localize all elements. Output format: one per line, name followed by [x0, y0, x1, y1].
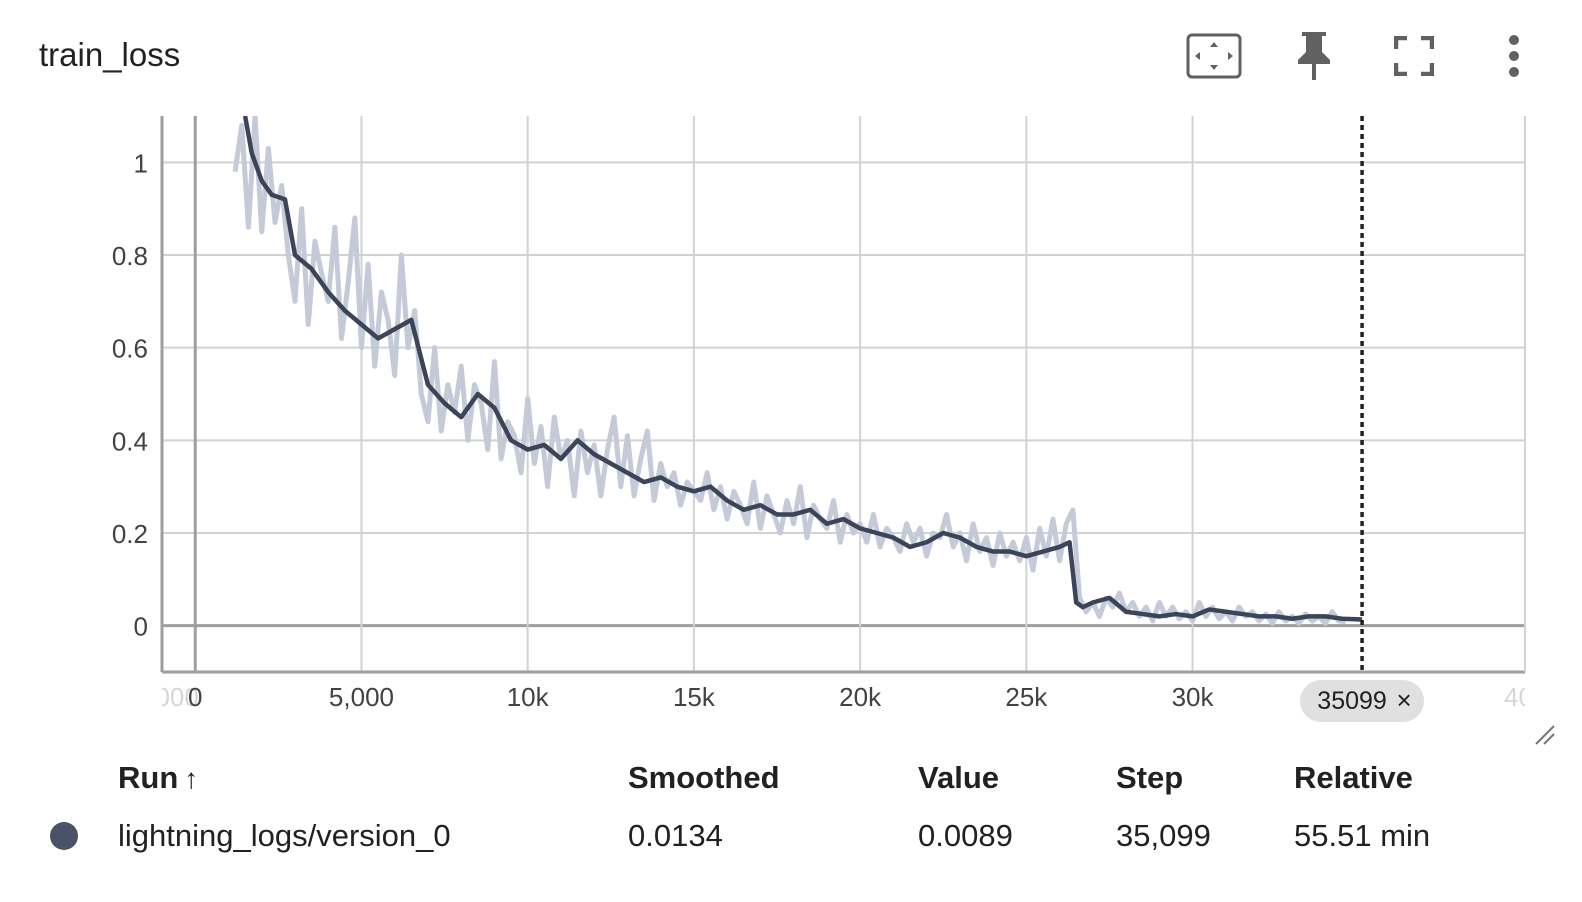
x-tick-label: 10k	[507, 682, 550, 712]
chart-area[interactable]: 0 0.2 0.4 0.6 0.8 1 -1,000 0 5,000 10k 15k 20k 25k 30…	[0, 100, 1582, 760]
x-tick-label: 20k	[839, 682, 882, 712]
header-relative[interactable]: Relative	[1294, 760, 1413, 795]
x-tick-label: 0	[188, 682, 202, 712]
step-cursor-chip: 35099 ×	[1300, 680, 1425, 722]
more-options-button[interactable]	[1486, 28, 1542, 84]
smoothed-series-line	[242, 116, 1363, 622]
header-step[interactable]: Step	[1116, 760, 1184, 795]
run-name: lightning_logs/version_0	[118, 818, 451, 853]
resize-handle-icon[interactable]	[1532, 722, 1556, 746]
more-vert-icon	[1509, 35, 1519, 77]
card-title: train_loss	[39, 36, 181, 73]
y-tick-label: 1	[134, 148, 148, 178]
pin-icon	[1298, 32, 1330, 80]
header-value[interactable]: Value	[918, 760, 999, 795]
run-color-dot	[50, 822, 78, 850]
runs-table: Run ↑ Smoothed Value Step Relative lightn…	[30, 752, 1544, 868]
step-cursor-chip-bg	[1300, 680, 1425, 722]
step-cursor-label: 35099	[1317, 687, 1387, 715]
raw-value: 0.0089	[918, 818, 1013, 853]
raw-series-line	[232, 116, 1346, 626]
header-smoothed[interactable]: Smoothed	[628, 760, 780, 795]
y-tick-label: 0.6	[112, 334, 148, 364]
x-tick-label: 15k	[673, 682, 716, 712]
fullscreen-button[interactable]	[1386, 28, 1442, 84]
x-tick-label: 40k	[1504, 682, 1547, 712]
y-tick-label: 0.4	[112, 426, 148, 456]
x-tick-label: -1,000	[125, 682, 199, 712]
fit-domain-button[interactable]	[1186, 28, 1242, 84]
close-icon[interactable]: ×	[1396, 685, 1411, 715]
y-tick-label: 0	[134, 612, 148, 642]
header-run[interactable]: Run ↑	[118, 752, 628, 804]
x-tick-label: 25k	[1005, 682, 1048, 712]
series-group	[232, 116, 1363, 626]
relative-time: 55.51 min	[1294, 818, 1431, 853]
pin-button[interactable]	[1286, 28, 1342, 84]
y-tick-label: 0.2	[112, 519, 148, 549]
sort-ascending-icon: ↑	[184, 763, 199, 794]
fit-domain-icon	[1186, 33, 1242, 79]
x-tick-label: 30k	[1172, 682, 1215, 712]
smoothed-value: 0.0134	[628, 818, 723, 853]
run-color-cell	[30, 804, 118, 868]
step-value: 35,099	[1116, 818, 1211, 853]
y-tick-label: 0.8	[112, 241, 148, 271]
fullscreen-icon	[1394, 36, 1434, 76]
table-row: lightning_logs/version_0 0.0134 0.0089 3…	[30, 804, 1544, 868]
card-toolbar	[1186, 28, 1542, 84]
header-run-label: Run	[118, 760, 179, 795]
x-tick-label: 5,000	[329, 682, 394, 712]
table-header-row: Run ↑ Smoothed Value Step Relative	[30, 752, 1544, 804]
header-color-cell	[30, 752, 118, 804]
